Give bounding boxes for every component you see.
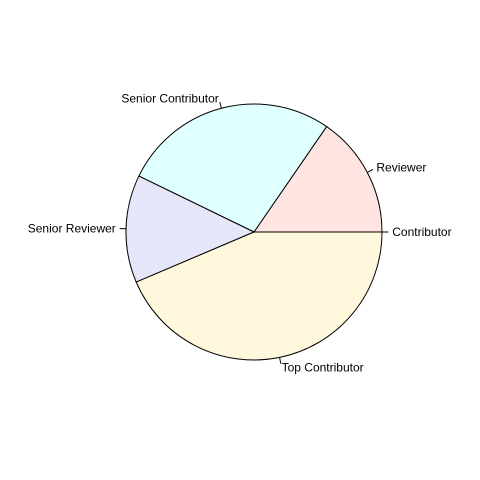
- pie-label-reviewer: Reviewer: [376, 161, 426, 175]
- pie-tick-senior-contributor: [219, 101, 222, 109]
- pie-label-contributor: Contributor: [392, 225, 451, 239]
- pie-label-top-contributor: Top Contributor: [282, 360, 364, 374]
- pie-slice-reviewer: [253, 125, 383, 233]
- pie-label-senior-contributor: Senior Contributor: [121, 91, 218, 105]
- pie-slice-senior-contributor: [138, 103, 328, 233]
- pie-labels: Contributor Reviewer Senior Contributor Sen…: [28, 91, 452, 374]
- pie-tick-top-contributor: [279, 357, 282, 364]
- pie-slice-senior-reviewer: [125, 175, 256, 283]
- pie-label-senior-reviewer: Senior Reviewer: [28, 222, 116, 236]
- pie-slices: [125, 103, 383, 361]
- pie-label-ticks: [119, 101, 389, 364]
- pie-tick-reviewer: [367, 169, 374, 173]
